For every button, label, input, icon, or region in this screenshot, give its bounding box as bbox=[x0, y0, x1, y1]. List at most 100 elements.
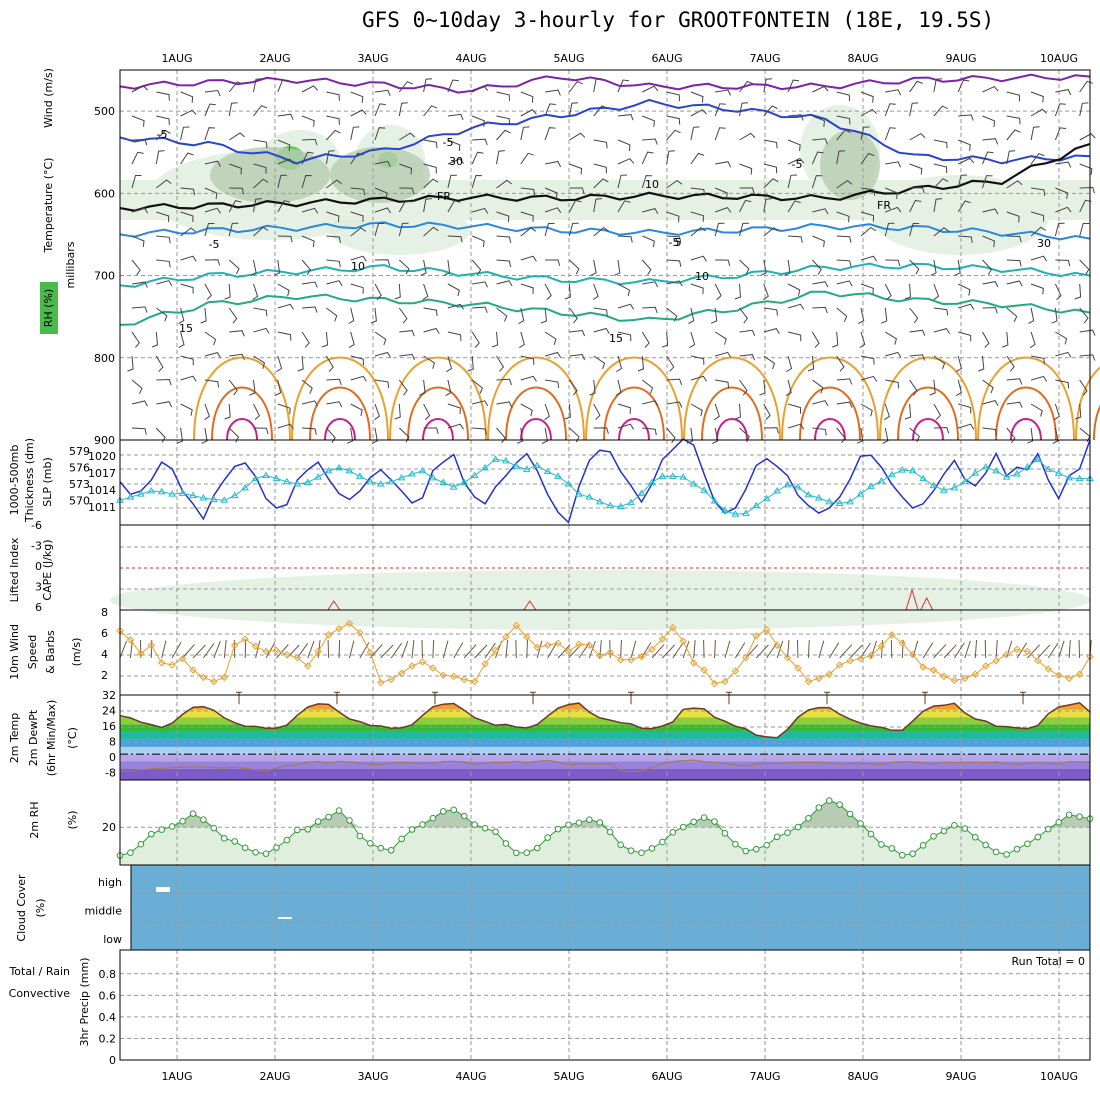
thickness-point bbox=[992, 466, 1001, 474]
contour-label: 5 bbox=[675, 236, 682, 249]
precip-tick-label: 0.2 bbox=[99, 1032, 117, 1045]
wind-speed-point bbox=[898, 639, 906, 647]
wind-barb bbox=[642, 138, 658, 145]
wind-barb bbox=[1006, 235, 1022, 243]
wind-barb bbox=[901, 639, 904, 659]
wind-barb bbox=[491, 331, 499, 348]
rh-line bbox=[119, 800, 1091, 857]
y-axis-label-rh-unit: (%) bbox=[66, 810, 79, 829]
wind-barb bbox=[666, 259, 682, 267]
wind-barb bbox=[666, 150, 675, 165]
rh-point bbox=[252, 849, 259, 856]
wind-barb bbox=[714, 283, 722, 301]
wind-barb bbox=[277, 113, 294, 120]
wind-barb bbox=[253, 403, 261, 420]
wind-barb bbox=[860, 255, 878, 262]
wind-barb bbox=[442, 640, 449, 659]
wind-barb bbox=[398, 222, 409, 237]
thickness-point bbox=[356, 472, 364, 479]
rh-point bbox=[857, 820, 864, 827]
wind-barb bbox=[467, 355, 474, 372]
slp-tick-label: 1017 bbox=[88, 467, 116, 480]
wind-barb bbox=[787, 157, 805, 165]
wind-barb bbox=[156, 115, 170, 125]
x-tick-label-top: 7AUG bbox=[749, 52, 780, 65]
wind-barb bbox=[253, 226, 269, 237]
wind-barb bbox=[637, 355, 645, 372]
wind-barb bbox=[943, 644, 957, 659]
wind-barb bbox=[1079, 259, 1090, 275]
temp-band bbox=[120, 761, 1090, 769]
run-total-label: Run Total = 0 bbox=[1012, 955, 1086, 968]
rh-point bbox=[752, 845, 760, 853]
y-axis-label-2m-rh: 2m RH bbox=[28, 801, 41, 838]
wind-barb bbox=[739, 102, 749, 117]
temp-tick-label: 8 bbox=[109, 736, 116, 749]
rh-point bbox=[971, 833, 979, 841]
wind-barb bbox=[446, 355, 453, 373]
wind-barb bbox=[520, 227, 537, 237]
wind-barb bbox=[787, 423, 805, 430]
wind-barb bbox=[411, 640, 415, 659]
y-axis-label-slp: SLP (mb) bbox=[41, 457, 54, 507]
wind-barb bbox=[828, 642, 840, 659]
y-axis-label-wind10m: 10m Wind bbox=[8, 624, 21, 680]
wind-barb bbox=[588, 640, 596, 659]
wind-barb bbox=[642, 115, 655, 127]
wind-barb bbox=[180, 109, 197, 117]
rh-point bbox=[544, 834, 551, 841]
wind-speed-point bbox=[272, 646, 281, 655]
wind-barb bbox=[180, 91, 194, 103]
rh-point bbox=[450, 806, 458, 814]
wind-barb bbox=[398, 102, 408, 117]
wind-barb bbox=[593, 163, 607, 174]
wind-barb bbox=[520, 211, 534, 222]
wind-barb bbox=[253, 355, 266, 369]
wind-barb bbox=[399, 330, 415, 337]
wind-barb bbox=[1030, 403, 1043, 417]
wind-speed-point bbox=[189, 666, 197, 674]
thickness-point bbox=[752, 501, 761, 509]
thickness-point bbox=[856, 490, 865, 497]
max-whisker bbox=[530, 691, 536, 705]
warm-contour bbox=[291, 356, 389, 441]
rh-point bbox=[627, 847, 635, 854]
wind-barb bbox=[204, 283, 212, 300]
wind-barb bbox=[155, 179, 172, 189]
wind-barb bbox=[739, 379, 748, 396]
thickness-point bbox=[429, 473, 437, 481]
cloud-gap bbox=[278, 917, 292, 919]
rh-point bbox=[398, 835, 405, 843]
thickness-point bbox=[783, 480, 792, 488]
warm-contour bbox=[193, 356, 291, 441]
wind-barb bbox=[519, 331, 525, 349]
wind-speed-point bbox=[126, 636, 135, 644]
rh-point bbox=[878, 841, 885, 848]
wind-barb bbox=[860, 375, 878, 382]
wind-barb bbox=[714, 222, 725, 237]
wind-barb bbox=[1052, 427, 1059, 444]
wind-speed-point bbox=[627, 656, 635, 664]
rh-point bbox=[825, 797, 833, 804]
wind-tick-label: 2 bbox=[101, 669, 108, 682]
wind-barb bbox=[666, 115, 681, 125]
rh-point bbox=[992, 848, 1000, 856]
wind-barb bbox=[250, 259, 257, 276]
wind-barb bbox=[496, 91, 510, 101]
rh-point bbox=[690, 818, 697, 826]
y-axis-label-minmax: (6hr Min/Max) bbox=[45, 700, 58, 777]
wind-barb bbox=[860, 226, 877, 237]
wind-barb bbox=[544, 223, 555, 237]
wind-barb bbox=[666, 307, 678, 322]
thickness-point bbox=[314, 473, 323, 480]
wind-barb bbox=[763, 427, 779, 434]
rh-point bbox=[888, 845, 896, 852]
wind-barb bbox=[180, 227, 196, 237]
temp-band bbox=[120, 702, 1090, 710]
wind-speed-point bbox=[137, 649, 145, 658]
isotherm-line bbox=[119, 73, 1091, 94]
thickness-point bbox=[835, 499, 844, 506]
rh-point bbox=[387, 846, 395, 854]
wind-barb bbox=[296, 643, 309, 659]
slp-tick-label: 1020 bbox=[88, 450, 116, 463]
